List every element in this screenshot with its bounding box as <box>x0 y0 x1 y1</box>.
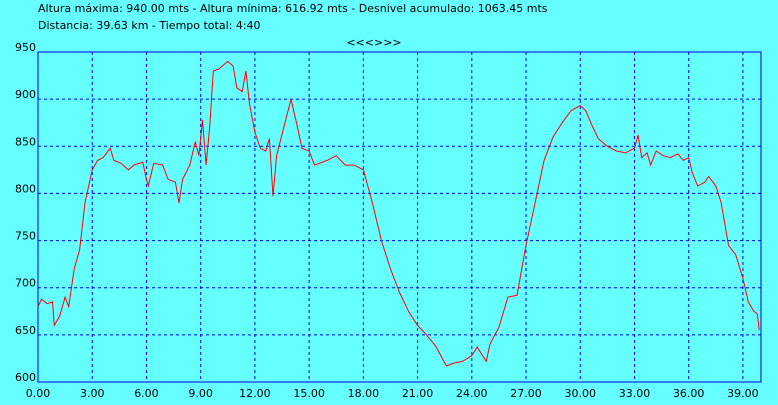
elevation-line <box>37 60 760 367</box>
x-tick-label: 24.00 <box>456 387 488 400</box>
x-tick-label: 0.00 <box>26 387 51 400</box>
y-tick-label: 800 <box>15 182 36 195</box>
nav-arrows[interactable]: <<<>>> <box>346 36 401 49</box>
x-tick-label: 3.00 <box>80 387 105 400</box>
x-tick-label: 6.00 <box>134 387 159 400</box>
x-tick-label: 33.00 <box>619 387 651 400</box>
y-tick-label: 900 <box>15 88 36 101</box>
x-tick-label: 18.00 <box>348 387 380 400</box>
x-tick-label: 21.00 <box>402 387 434 400</box>
y-tick-label: 600 <box>15 371 36 384</box>
y-tick-label: 750 <box>15 230 36 243</box>
x-tick-label: 30.00 <box>565 387 597 400</box>
x-tick-label: 15.00 <box>293 387 325 400</box>
stats-line: Distancia: 39.63 km - Tiempo total: 4:40 <box>38 19 261 32</box>
x-tick-label: 9.00 <box>188 387 213 400</box>
x-tick-label: 12.00 <box>239 387 271 400</box>
y-tick-label: 700 <box>15 277 36 290</box>
x-tick-label: 39.00 <box>727 387 759 400</box>
y-tick-label: 650 <box>15 324 36 337</box>
stats-line: Altura máxima: 940.00 mts - Altura mínim… <box>38 2 548 15</box>
x-tick-label: 27.00 <box>510 387 542 400</box>
y-tick-label: 950 <box>15 41 36 54</box>
y-tick-label: 850 <box>15 135 36 148</box>
x-tick-label: 36.00 <box>673 387 705 400</box>
